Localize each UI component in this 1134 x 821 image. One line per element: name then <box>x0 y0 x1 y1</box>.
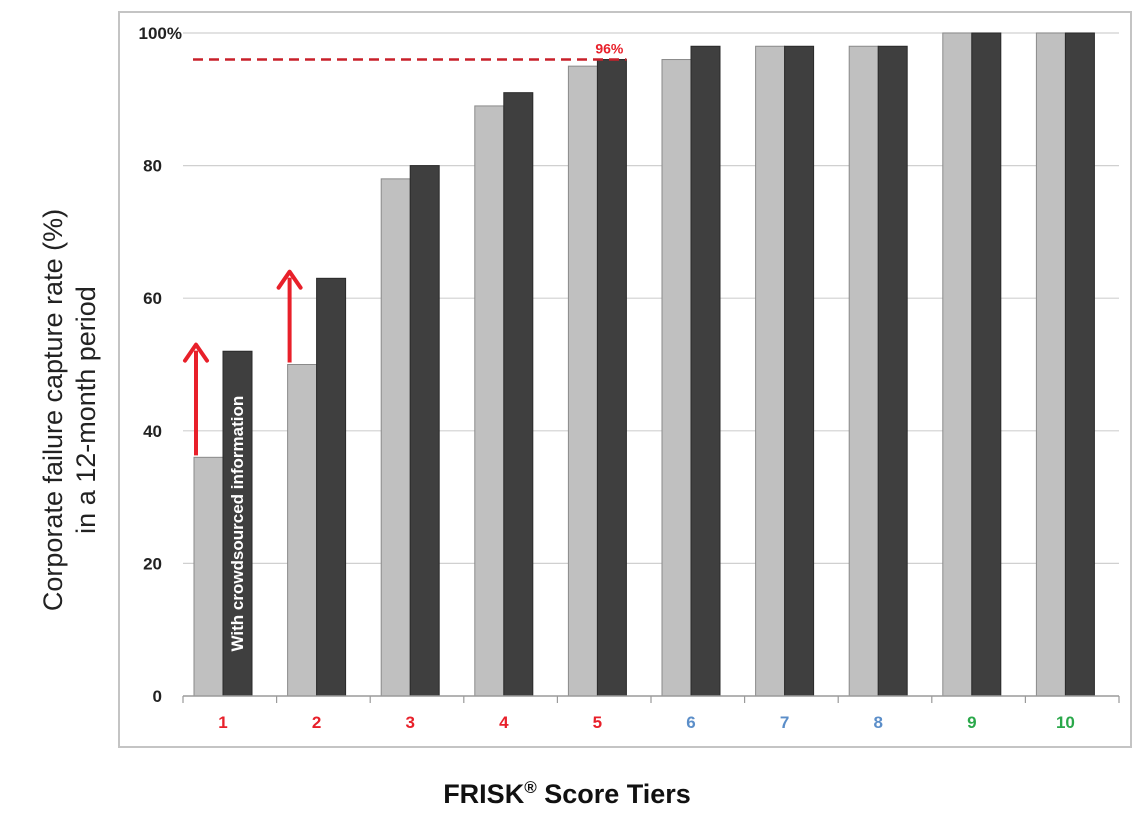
bar <box>596 59 627 697</box>
x-axis-label-registered-mark: ® <box>524 778 537 797</box>
reference-line-group: 96% <box>193 41 627 61</box>
bar <box>287 364 318 697</box>
bar <box>193 456 224 697</box>
annotations: With crowdsourced information <box>183 269 303 652</box>
y-tick-label: 80 <box>143 157 162 176</box>
y-tick-label: 60 <box>143 289 162 308</box>
bar <box>474 105 505 697</box>
x-tick-label: 6 <box>686 713 695 732</box>
bar <box>661 59 692 697</box>
bar-annotation: With crowdsourced information <box>228 396 247 652</box>
x-tick-label: 7 <box>780 713 789 732</box>
bar <box>877 45 908 697</box>
bar <box>1064 32 1095 697</box>
arrow-head <box>183 342 209 363</box>
x-tick-label: 1 <box>218 713 227 732</box>
y-axis-label: Corporate failure capture rate (%) in a … <box>37 130 103 690</box>
bar <box>222 350 253 697</box>
bar <box>316 277 347 697</box>
y-tick-label: 0 <box>153 687 162 706</box>
axes: 0 20 40 60 80 100% 1 2 3 4 5 6 7 8 9 10 <box>139 24 1120 732</box>
bar <box>848 45 879 697</box>
bar <box>409 165 440 697</box>
bar <box>503 92 534 697</box>
x-tick-label: 4 <box>499 713 509 732</box>
y-axis-label-wrap: Corporate failure capture rate (%) in a … <box>0 0 110 821</box>
bar <box>1035 32 1066 697</box>
bar <box>971 32 1002 697</box>
reference-line-label: 96% <box>595 41 624 57</box>
y-axis-label-line-2: in a 12-month period <box>71 286 101 534</box>
y-tick-label: 100% <box>139 24 182 43</box>
y-axis-label-line-1: Corporate failure capture rate (%) <box>38 208 68 612</box>
x-axis-label-main: FRISK <box>443 779 525 809</box>
bar <box>380 178 411 697</box>
bar <box>755 45 786 697</box>
bar <box>567 65 598 697</box>
y-tick-label: 20 <box>143 554 162 573</box>
bar <box>690 45 721 697</box>
bar <box>942 32 973 697</box>
x-axis-label: FRISK® Score Tiers <box>0 778 1134 810</box>
arrow-head <box>276 269 303 290</box>
bar <box>784 45 815 697</box>
bars <box>193 32 1095 697</box>
x-tick-label: 2 <box>312 713 321 732</box>
x-tick-label: 5 <box>593 713 602 732</box>
x-tick-label: 9 <box>967 713 976 732</box>
x-tick-label: 3 <box>405 713 414 732</box>
x-axis-label-rest: Score Tiers <box>536 779 691 809</box>
y-tick-label: 40 <box>143 422 162 441</box>
x-tick-label: 8 <box>873 713 882 732</box>
x-tick-label: 10 <box>1056 713 1075 732</box>
